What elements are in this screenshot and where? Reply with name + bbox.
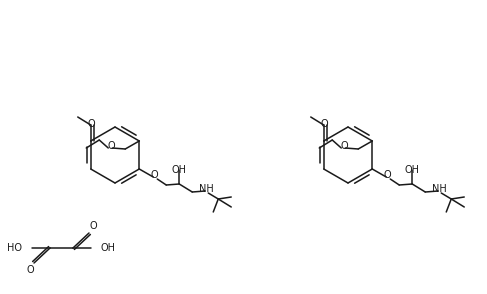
Text: O: O (383, 170, 391, 180)
Text: OH: OH (405, 165, 420, 175)
Text: OH: OH (100, 243, 115, 253)
Text: O: O (340, 141, 348, 151)
Text: NH: NH (432, 184, 447, 194)
Text: HO: HO (7, 243, 22, 253)
Text: O: O (321, 119, 329, 129)
Text: O: O (88, 119, 95, 129)
Text: OH: OH (172, 165, 187, 175)
Text: O: O (26, 265, 34, 275)
Text: O: O (89, 221, 97, 231)
Text: O: O (150, 170, 158, 180)
Text: NH: NH (199, 184, 214, 194)
Text: O: O (108, 141, 115, 151)
